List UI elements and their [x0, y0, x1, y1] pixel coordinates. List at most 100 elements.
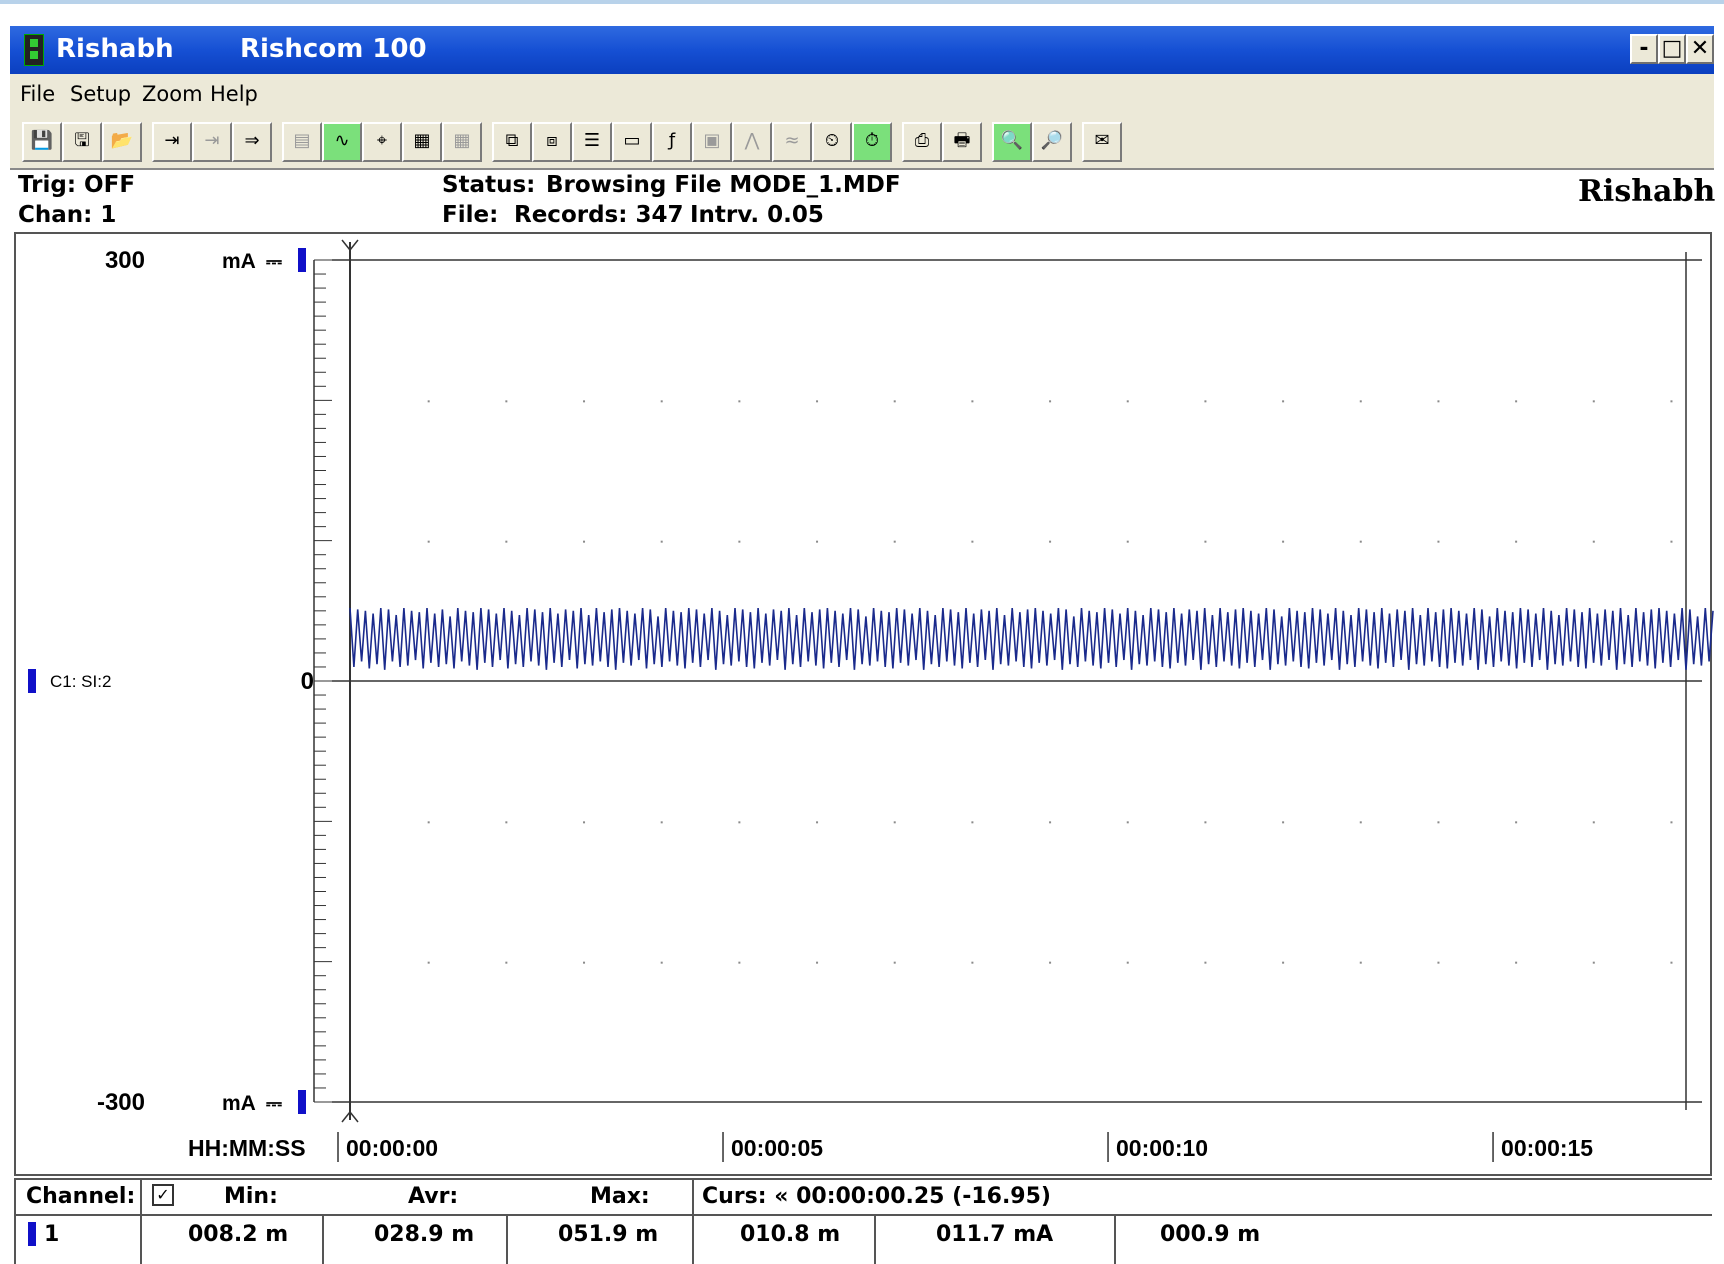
grid-dot	[1049, 540, 1052, 543]
grid-dot	[893, 961, 896, 964]
channel-status: Chan: 1	[18, 202, 117, 228]
grid-dot	[738, 961, 741, 964]
table-divider	[16, 1214, 1712, 1216]
channel-header: Channel:	[26, 1184, 136, 1209]
plot-frame	[14, 232, 1712, 1176]
grid-dot	[1204, 400, 1207, 403]
device-download-icon[interactable]: ⇥	[152, 122, 192, 162]
zoom-wave-icon[interactable]: 🔍	[992, 122, 1032, 162]
dc-symbol-icon: ⎓	[266, 1093, 282, 1115]
grid-dot	[971, 540, 974, 543]
minimize-button[interactable]: -	[1630, 34, 1658, 64]
grid-dot	[1515, 540, 1518, 543]
clock-settings-icon[interactable]: ⏲	[812, 122, 852, 162]
waveform-view-icon[interactable]: ∿	[322, 122, 362, 162]
x-tick-label: 00:00:05	[731, 1135, 823, 1161]
grid-dots	[427, 400, 1673, 964]
grid-dot	[893, 821, 896, 824]
row-avr: 028.9 m	[374, 1222, 475, 1247]
menu-help[interactable]: Help	[210, 82, 258, 106]
print-preview-icon[interactable]: ⎙	[902, 122, 942, 162]
grid-dot	[816, 400, 819, 403]
grid-dot	[1515, 400, 1518, 403]
channel-legend-label: C1: SI:2	[50, 672, 111, 691]
y-unit-label-top: mA	[222, 250, 256, 273]
file-label: File:	[442, 202, 499, 228]
grid-dot	[738, 821, 741, 824]
series-line	[349, 607, 1714, 670]
grid-dot	[1282, 400, 1285, 403]
window-import-icon[interactable]: ⧈	[532, 122, 572, 162]
max-header: Max:	[590, 1184, 650, 1209]
dc-symbol-icon: ⎓	[266, 251, 282, 273]
status-label: Status:	[442, 172, 536, 198]
grid-dot	[1437, 400, 1440, 403]
zoom-peak-icon[interactable]: 🔎	[1032, 122, 1072, 162]
x-tick-label: 00:00:00	[346, 1135, 438, 1161]
crosshair-icon[interactable]: ⌖	[362, 122, 402, 162]
grid-dot	[583, 821, 586, 824]
open-folder-icon[interactable]: 📂	[102, 122, 142, 162]
menu-setup[interactable]: Setup	[70, 82, 132, 106]
row-max: 051.9 m	[558, 1222, 659, 1247]
brand-logo: Rishabh	[1578, 174, 1716, 209]
toolbar: 💾 🖫 📂 ⇥ ⇥ ⇒ ▤ ∿ ⌖ ▦ ▦ ⧉ ⧈ ☰ ▭ ƒ ▣ ⋀ ≈ ⏲ ⏱ ⎙ 🖶 🔍 🔎 ✉	[10, 114, 1714, 170]
grid-dot	[505, 400, 508, 403]
device-disabled-icon[interactable]: ⇥	[192, 122, 232, 162]
grid-dot	[1515, 961, 1518, 964]
grid-dot	[427, 540, 430, 543]
cursor-top-marker	[341, 239, 359, 252]
function-icon[interactable]: ƒ	[652, 122, 692, 162]
y-unit-label-bottom: mA	[222, 1092, 256, 1115]
grid-dot	[1670, 400, 1673, 403]
print-icon[interactable]: 🖶	[942, 122, 982, 162]
grid-dot	[505, 961, 508, 964]
save-disk-icon[interactable]: 💾	[22, 122, 62, 162]
title-bar[interactable]: Rishabh Rishcom 100 - □ ✕	[10, 26, 1714, 74]
grid-dot	[1670, 821, 1673, 824]
maximize-button[interactable]: □	[1658, 34, 1686, 64]
grid-dot	[660, 540, 663, 543]
grid-dot	[1515, 821, 1518, 824]
row-cursor-3: 000.9 m	[1160, 1222, 1261, 1247]
records-count: Records: 347	[514, 202, 684, 228]
save-as-icon[interactable]: 🖫	[62, 122, 102, 162]
text-view-icon[interactable]: ▤	[282, 122, 322, 162]
peak-disabled-icon[interactable]: ⋀	[732, 122, 772, 162]
grid-dot	[1126, 540, 1129, 543]
cursor-bottom-marker	[341, 1110, 359, 1123]
wave-disabled-icon[interactable]: ≈	[772, 122, 812, 162]
x-tick-label: 00:00:15	[1501, 1135, 1593, 1161]
window-title: Rishcom 100	[240, 34, 427, 64]
monitor-icon[interactable]: ▭	[612, 122, 652, 162]
timer-icon[interactable]: ⏱	[852, 122, 892, 162]
app-name: Rishabh	[56, 34, 174, 64]
transfer-icon[interactable]: ⇒	[232, 122, 272, 162]
table-disabled-icon[interactable]: ▦	[442, 122, 482, 162]
channel-checkbox[interactable]: ✓	[152, 1184, 174, 1206]
list-settings-icon[interactable]: ☰	[572, 122, 612, 162]
grid-dot	[1049, 400, 1052, 403]
grid-dot	[1592, 961, 1595, 964]
table-view-icon[interactable]: ▦	[402, 122, 442, 162]
grid-dot	[505, 540, 508, 543]
cursor-readout: Curs: « 00:00:00.25 (-16.95)	[702, 1184, 1051, 1209]
grid-dot	[1437, 821, 1440, 824]
grid-dot	[971, 961, 974, 964]
close-button[interactable]: ✕	[1686, 34, 1714, 64]
grid-dot	[1282, 961, 1285, 964]
menu-file[interactable]: File	[20, 82, 56, 106]
grid-dot	[738, 400, 741, 403]
row-cursor-2: 011.7 mA	[936, 1222, 1054, 1247]
message-icon[interactable]: ✉	[1082, 122, 1122, 162]
grid-dot	[1592, 400, 1595, 403]
grid-dot	[1204, 540, 1207, 543]
grid-dot	[1049, 961, 1052, 964]
display-disabled-icon[interactable]: ▣	[692, 122, 732, 162]
grid-dot	[1204, 821, 1207, 824]
channel-marker-bottom	[298, 1090, 306, 1114]
window-export-icon[interactable]: ⧉	[492, 122, 532, 162]
menu-zoom[interactable]: Zoom	[142, 82, 203, 106]
channel-legend-marker	[28, 669, 36, 693]
